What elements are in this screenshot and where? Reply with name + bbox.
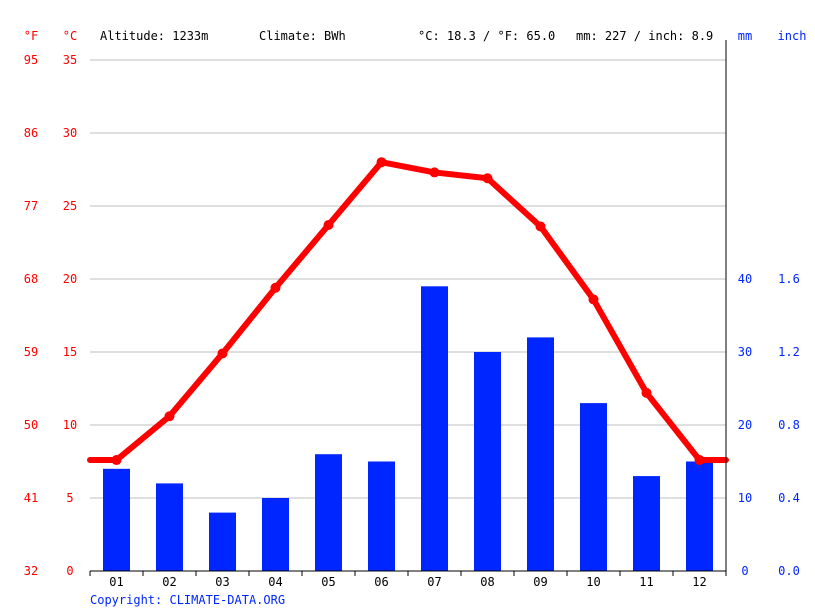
temperature-point-04 [270,282,281,293]
x-tick-label-08: 08 [480,575,494,589]
celsius-tick-label: 25 [63,199,77,213]
mm-tick-label: 10 [738,491,752,505]
temperature-line [87,157,729,466]
temperature-point-01 [111,455,122,466]
x-tick-label-11: 11 [639,575,653,589]
axes [89,40,727,576]
x-tick-label-02: 02 [162,575,176,589]
precipitation-bar-04 [262,498,289,571]
precipitation-bar-01 [103,468,130,571]
mm-tick-label: 0 [741,564,748,578]
altitude-label: Altitude: 1233m [100,29,208,43]
precipitation-bar-02 [156,483,183,571]
x-tick-label-01: 01 [109,575,123,589]
x-tick-label-03: 03 [215,575,229,589]
x-tick-label-06: 06 [374,575,388,589]
temperature-point-11 [641,387,652,398]
grid-lines [90,59,726,499]
temperature-point-08 [482,173,493,184]
fahrenheit-unit-label: °F [24,29,38,43]
x-tick-label-10: 10 [586,575,600,589]
inch-unit-label: inch [778,29,807,43]
celsius-unit-label: °C [63,29,77,43]
precipitation-bar-05 [315,454,342,571]
precipitation-bar-03 [209,512,236,571]
mm-tick-label: 20 [738,418,752,432]
tick-labels: 01 02 03 04 05 06 07 08 09 10 11 120325411050155920… [24,53,800,589]
precipitation-bar-06 [368,461,395,571]
temperature-point-06 [376,157,387,168]
inch-tick-label: 0.0 [778,564,800,578]
temperature-point-05 [323,219,334,230]
inch-tick-label: 0.8 [778,418,800,432]
x-tick-label-12: 12 [692,575,706,589]
mm-unit-label: mm [738,29,752,43]
celsius-tick-label: 0 [66,564,73,578]
fahrenheit-tick-label: 41 [24,491,38,505]
celsius-tick-label: 35 [63,53,77,67]
celsius-tick-label: 15 [63,345,77,359]
temperature-point-02 [164,411,175,422]
precipitation-bar-09 [527,337,554,571]
celsius-tick-label: 20 [63,272,77,286]
fahrenheit-tick-label: 50 [24,418,38,432]
precipitation-bar-07 [421,286,448,571]
climate-label: Climate: BWh [259,29,346,43]
temperature-point-09 [535,221,546,232]
mm-tick-label: 40 [738,272,752,286]
temperature-point-07 [429,167,440,178]
mm-tick-label: 30 [738,345,752,359]
inch-tick-label: 1.6 [778,272,800,286]
fahrenheit-tick-label: 86 [24,126,38,140]
x-tick-label-09: 09 [533,575,547,589]
temperature-series-line [87,159,729,464]
celsius-tick-label: 30 [63,126,77,140]
inch-tick-label: 1.2 [778,345,800,359]
celsius-tick-label: 5 [66,491,73,505]
temperature-point-12 [694,455,705,466]
inch-tick-label: 0.4 [778,491,800,505]
fahrenheit-tick-label: 95 [24,53,38,67]
precipitation-bar-12 [686,461,713,571]
precipitation-bar-10 [580,403,607,571]
fahrenheit-tick-label: 32 [24,564,38,578]
precipitation-bar-11 [633,476,660,571]
temperature-point-10 [588,294,599,305]
total-precipitation-label: mm: 227 / inch: 8.9 [576,29,713,43]
copyright-link[interactable]: Copyright: CLIMATE-DATA.ORG [90,593,285,607]
precipitation-bar-08 [474,352,501,571]
x-tick-label-05: 05 [321,575,335,589]
fahrenheit-tick-label: 59 [24,345,38,359]
x-tick-label-07: 07 [427,575,441,589]
x-tick-label-04: 04 [268,575,282,589]
fahrenheit-tick-label: 77 [24,199,38,213]
fahrenheit-tick-label: 68 [24,272,38,286]
celsius-tick-label: 10 [63,418,77,432]
precipitation-bars [103,286,713,571]
temperature-point-03 [217,348,228,359]
average-temperature-label: °C: 18.3 / °F: 65.0 [418,29,555,43]
